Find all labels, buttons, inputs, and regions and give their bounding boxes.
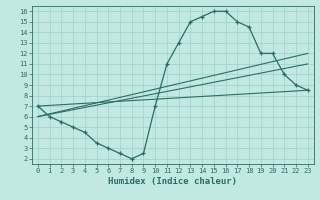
X-axis label: Humidex (Indice chaleur): Humidex (Indice chaleur) [108,177,237,186]
